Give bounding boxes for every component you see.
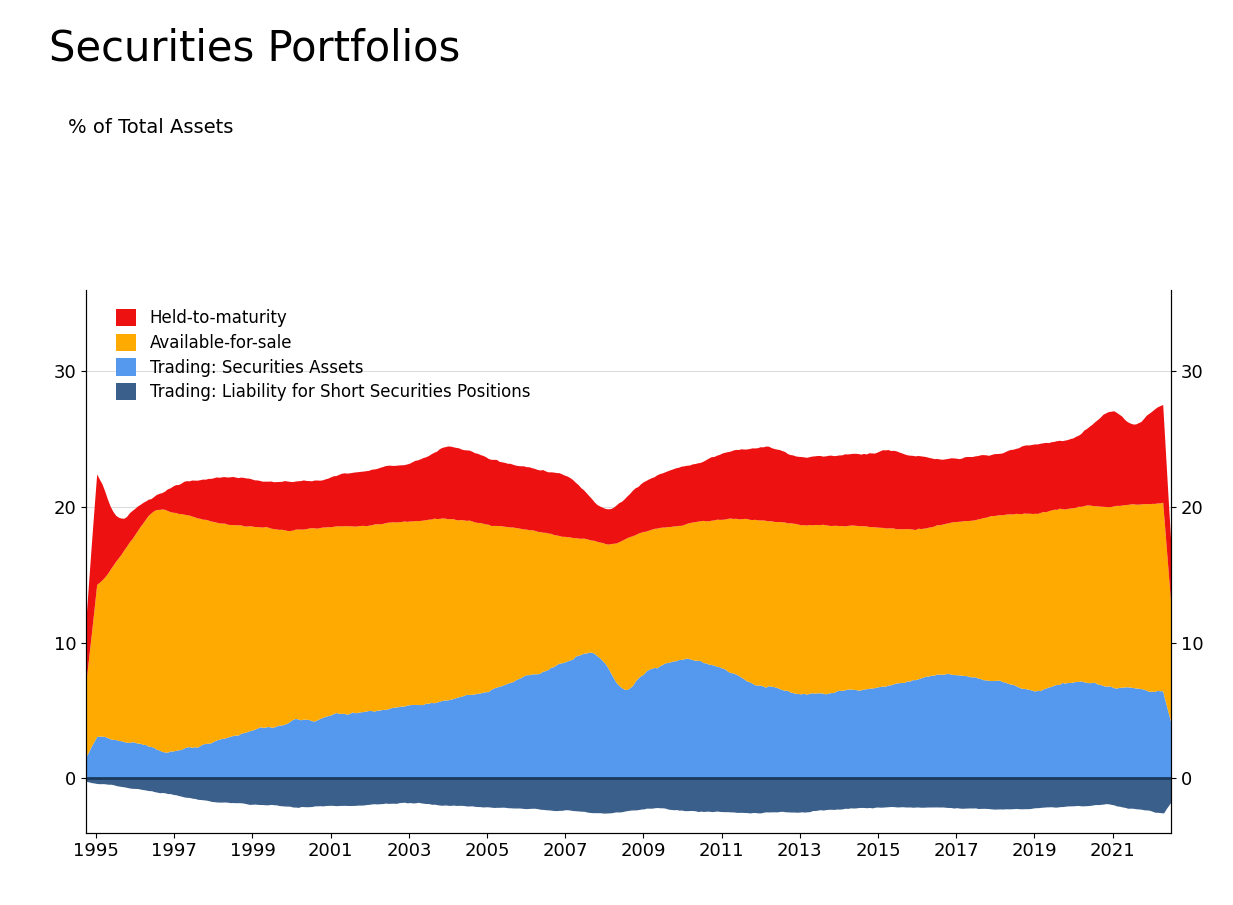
Legend: Held-to-maturity, Available-for-sale, Trading: Securities Assets, Trading: Liabi: Held-to-maturity, Available-for-sale, Tr…	[116, 309, 530, 402]
Text: Securities Portfolios: Securities Portfolios	[49, 27, 461, 69]
Text: % of Total Assets: % of Total Assets	[68, 118, 233, 137]
